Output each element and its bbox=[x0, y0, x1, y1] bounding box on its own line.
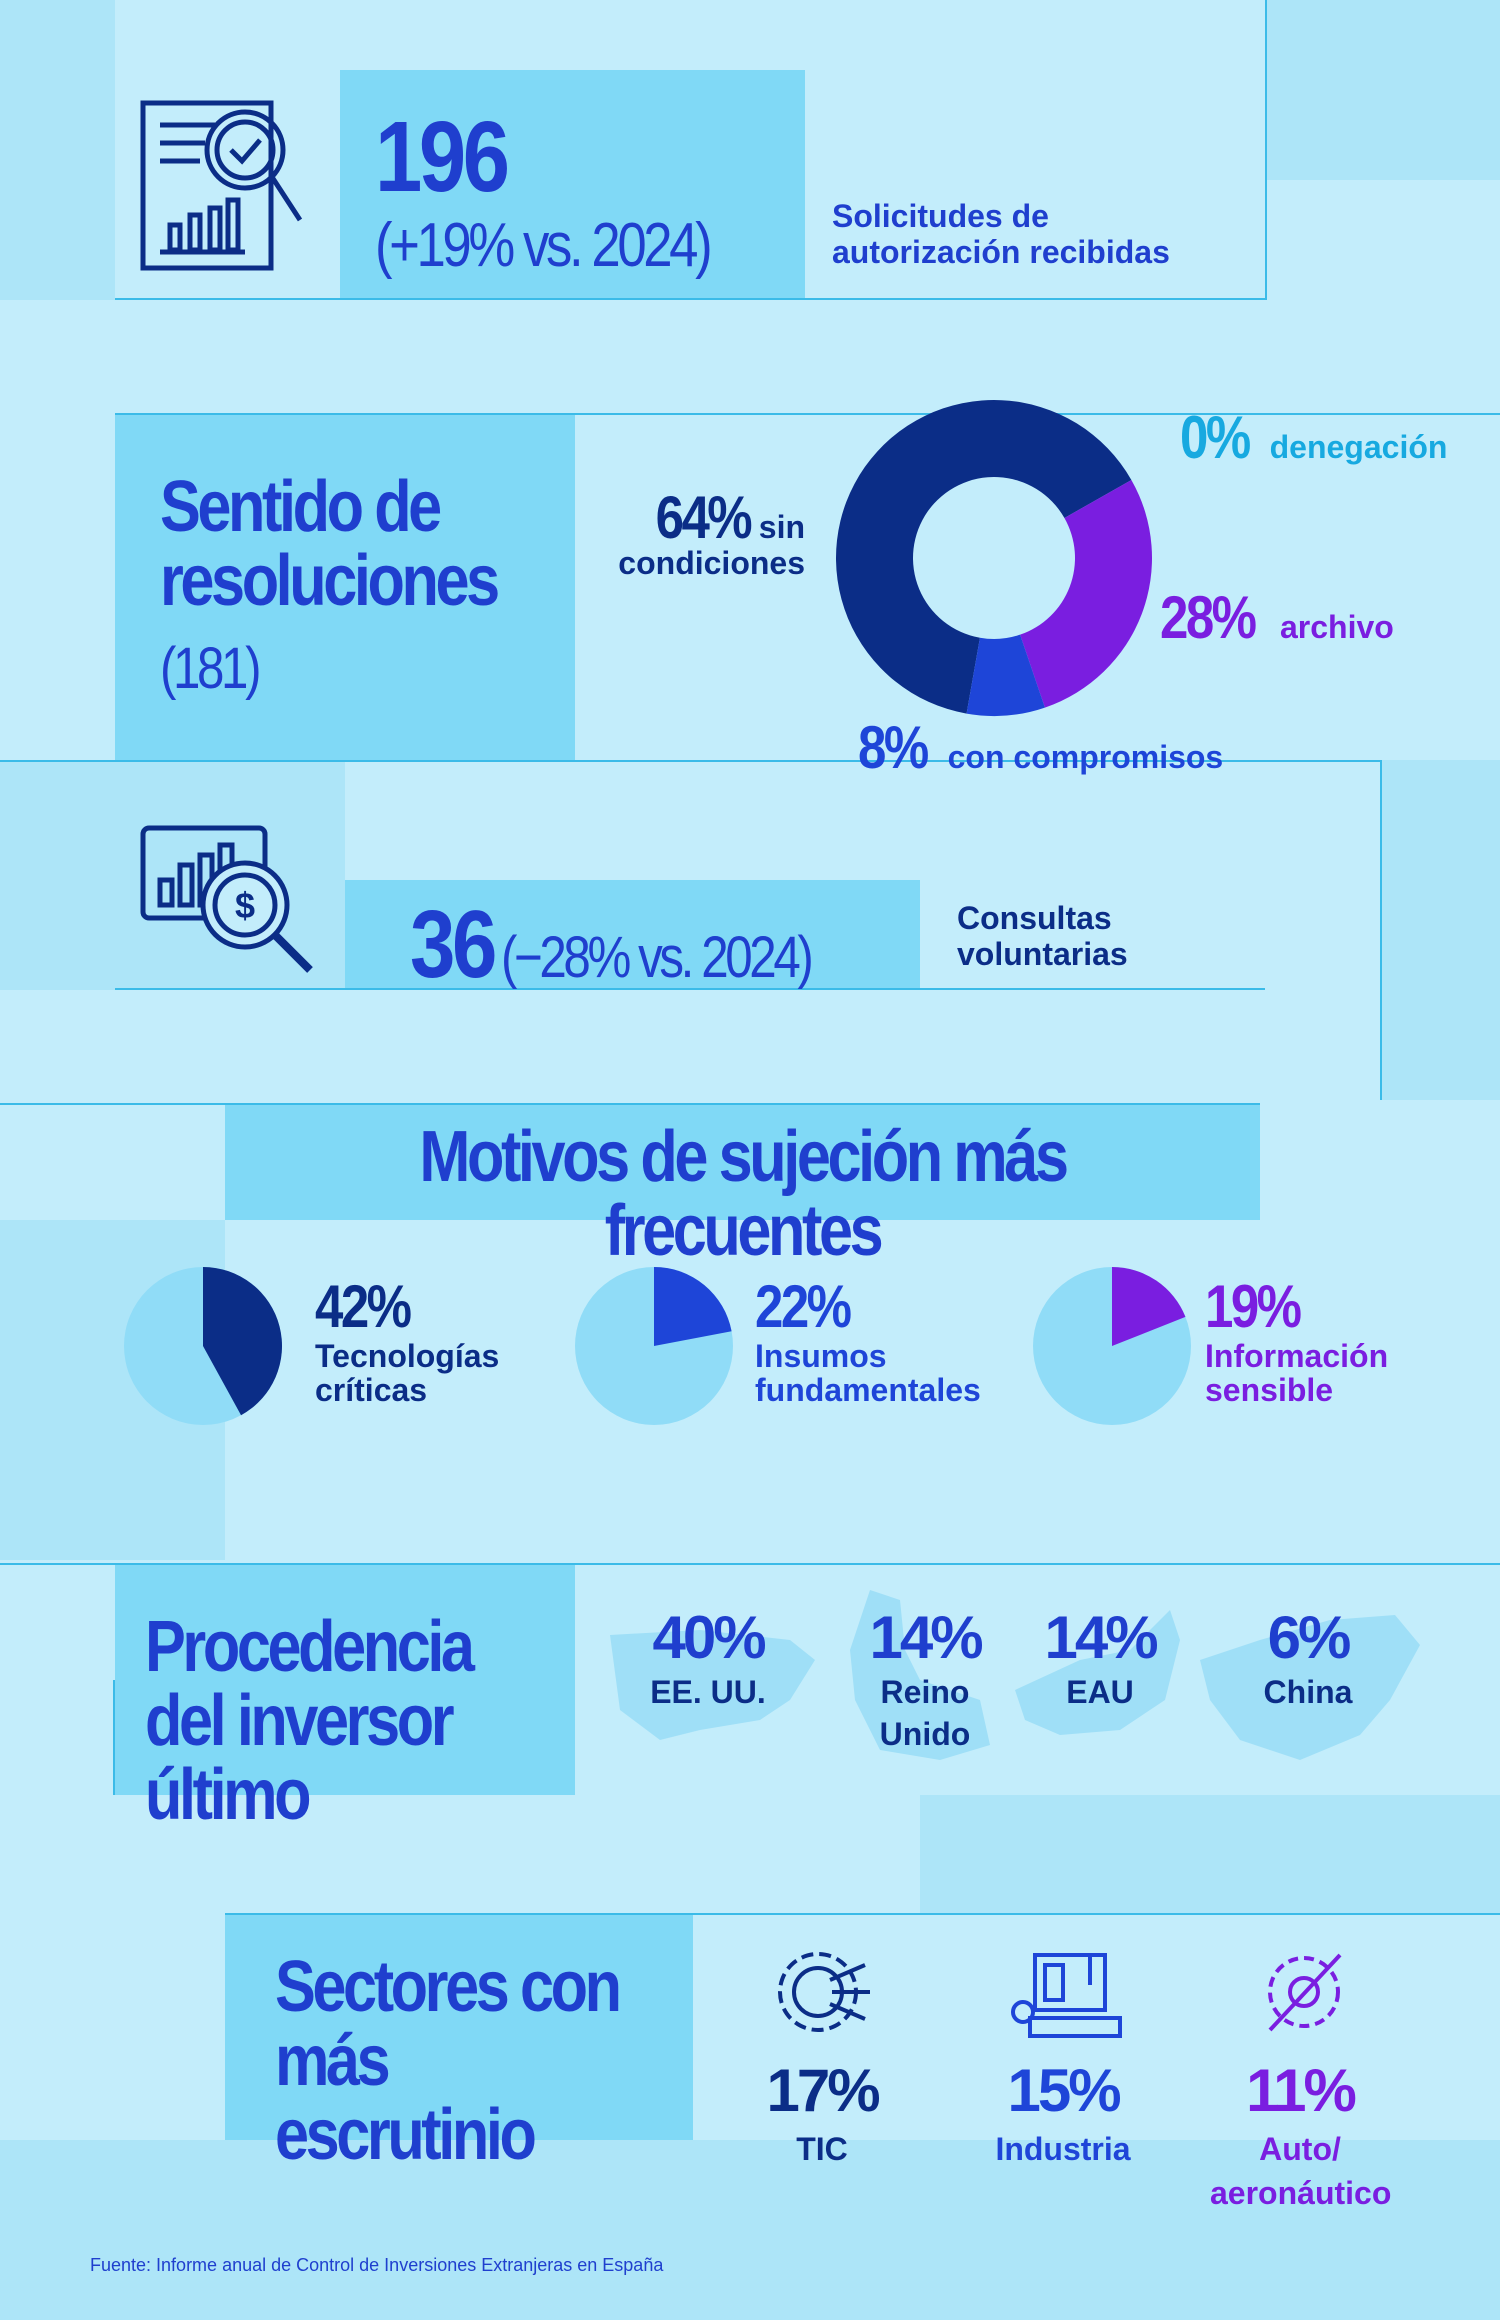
consultations-figure: 36 (−28% vs. 2024) bbox=[410, 890, 865, 1000]
report-icon bbox=[140, 100, 303, 271]
divider bbox=[115, 988, 1265, 990]
donut-value: 64% bbox=[655, 484, 752, 551]
donut-label: 0% denegación bbox=[1180, 404, 1480, 471]
pie-value: 19% bbox=[1205, 1273, 1302, 1340]
pie-value: 42% bbox=[315, 1273, 412, 1340]
donut-slice bbox=[1020, 479, 1153, 708]
pie-slice bbox=[654, 1267, 732, 1346]
donut-value: 28% bbox=[1160, 584, 1257, 651]
origin-item: 6% China bbox=[1208, 1605, 1408, 1713]
origin-title: Procedencia del inversor último bbox=[145, 1607, 475, 1835]
pie-slice bbox=[203, 1267, 282, 1416]
donut-value: 0% bbox=[1180, 404, 1251, 471]
origin-label: EE. UU. bbox=[650, 1674, 766, 1710]
panel bbox=[345, 880, 920, 990]
panel bbox=[340, 70, 805, 300]
sectors-title: Sectores con más escrutinio bbox=[275, 1947, 622, 2175]
origin-item: 40% EE. UU. bbox=[608, 1605, 808, 1713]
sector-item: 17% TIC bbox=[702, 2055, 942, 2171]
pie-category: Insumos fundamentales bbox=[755, 1338, 981, 1408]
donut-label: 28% archivo bbox=[1160, 584, 1490, 651]
panel bbox=[225, 1105, 1260, 1220]
divider bbox=[115, 298, 1265, 300]
origin-label: EAU bbox=[1066, 1674, 1134, 1710]
panel bbox=[225, 1915, 693, 2140]
origin-label: Reino Unido bbox=[879, 1674, 971, 1752]
pie-slice bbox=[1112, 1267, 1186, 1346]
donut-category: archivo bbox=[1279, 609, 1394, 645]
donut-slice bbox=[835, 400, 1132, 714]
resolutions-count: (181) bbox=[160, 636, 262, 701]
donut-category: con compromisos bbox=[947, 739, 1224, 775]
tile bbox=[0, 2140, 1500, 2320]
panel bbox=[115, 415, 575, 760]
reasons-title: Motivos de sujeción más frecuentes bbox=[419, 1117, 1069, 1271]
svg-text:$: $ bbox=[235, 885, 255, 926]
auto-icon bbox=[1268, 1953, 1342, 2032]
consultations-number: 36 bbox=[410, 891, 497, 998]
donut-category: sin condiciones bbox=[618, 509, 805, 581]
consultations-change: (−28% vs. 2024) bbox=[500, 925, 814, 990]
origin-item: 14% EAU bbox=[1000, 1605, 1200, 1713]
consultations-label: Consultas voluntarias bbox=[957, 900, 1128, 972]
sector-label: TIC bbox=[796, 2131, 848, 2167]
sector-item: 11% Auto/ aeronáutico bbox=[1180, 2055, 1420, 2215]
resolutions-title: Sentido de resoluciones bbox=[160, 467, 500, 621]
divider bbox=[113, 1680, 115, 1795]
sector-item: 15% Industria bbox=[943, 2055, 1183, 2171]
pie-label: 22% Insumos fundamentales bbox=[755, 1273, 1025, 1408]
origin-item: 14% Reino Unido bbox=[825, 1605, 1025, 1755]
pie-label: 42% Tecnologías críticas bbox=[315, 1273, 545, 1408]
map-shapes bbox=[610, 1590, 1420, 1760]
requests-number: 196 bbox=[375, 101, 510, 213]
sector-pct: 11% bbox=[1246, 2057, 1357, 2124]
divider bbox=[225, 1913, 1500, 1915]
donut-value: 8% bbox=[858, 714, 929, 781]
divider bbox=[0, 1103, 1260, 1105]
industry-icon bbox=[1011, 1953, 1122, 2038]
origin-label: China bbox=[1263, 1674, 1353, 1710]
reasons-title-box: Motivos de sujeción más frecuentes bbox=[225, 1120, 1260, 1268]
donut-label: 64% sin condiciones bbox=[540, 484, 805, 582]
tile bbox=[0, 0, 115, 300]
source: Fuente: Informe anual de Control de Inve… bbox=[90, 2255, 664, 2275]
divider bbox=[1265, 0, 1267, 300]
finance-icon: $ bbox=[140, 825, 313, 973]
pie-category: Información sensible bbox=[1205, 1338, 1389, 1408]
origin-pct: 14% bbox=[869, 1604, 983, 1671]
tile bbox=[1265, 0, 1500, 180]
divider bbox=[115, 413, 1500, 415]
donut-label: 8% con compromisos bbox=[858, 714, 1338, 781]
donut-category: denegación bbox=[1269, 429, 1448, 465]
divider bbox=[0, 1563, 1500, 1565]
pie-label: 19% Información sensible bbox=[1205, 1273, 1435, 1408]
sector-pct: 15% bbox=[1007, 2057, 1121, 2124]
divider bbox=[0, 760, 1380, 762]
pie-category: Tecnologías críticas bbox=[315, 1338, 500, 1408]
sector-pct: 17% bbox=[766, 2057, 880, 2124]
donut-slice bbox=[966, 634, 1045, 716]
sector-label: Industria bbox=[995, 2131, 1131, 2167]
origin-pct: 6% bbox=[1267, 1604, 1352, 1671]
tile bbox=[1380, 760, 1500, 1100]
pie-value: 22% bbox=[755, 1273, 852, 1340]
divider bbox=[1380, 760, 1382, 1100]
origin-pct: 40% bbox=[652, 1604, 766, 1671]
panel bbox=[115, 1565, 575, 1795]
tic-icon bbox=[778, 1952, 870, 2032]
requests-label: Solicitudes de autorización recibidas bbox=[832, 198, 1170, 270]
sector-label: Auto/ aeronáutico bbox=[1210, 2131, 1392, 2211]
origin-pct: 14% bbox=[1044, 1604, 1158, 1671]
tile bbox=[920, 1795, 1500, 1915]
requests-change: (+19% vs. 2024) bbox=[375, 211, 713, 280]
